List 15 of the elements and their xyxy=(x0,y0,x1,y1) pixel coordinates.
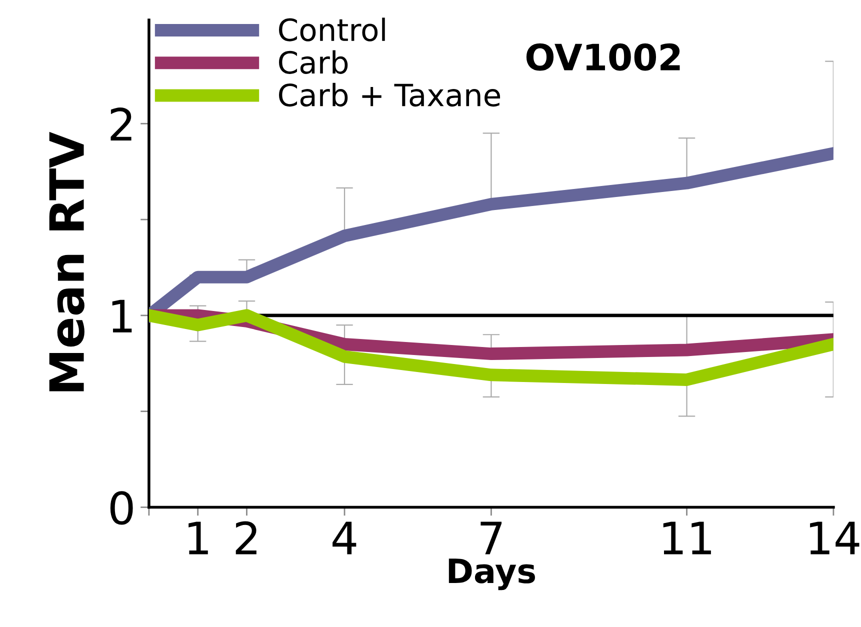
x-tick-label: 1 xyxy=(188,522,208,554)
x-tick-label: 7 xyxy=(480,522,502,554)
y-axis-title: Mean RTV xyxy=(49,132,84,392)
y-tick-label: 1 xyxy=(112,300,132,332)
y-tick-label: 2 xyxy=(110,108,132,141)
y-tick-label: 0 xyxy=(110,491,133,525)
legend-label: Control xyxy=(279,18,385,42)
legend-label: Carb xyxy=(279,50,348,74)
x-tick-label: 11 xyxy=(663,522,711,554)
x-tick-label: 2 xyxy=(236,521,256,554)
x-tick-label: 14 xyxy=(810,522,860,554)
text: OV1002 xyxy=(526,43,680,71)
x-tick-label: 4 xyxy=(332,522,356,554)
x-axis-title: Days xyxy=(448,558,535,590)
legend-label: Carb + Taxane xyxy=(279,82,500,107)
